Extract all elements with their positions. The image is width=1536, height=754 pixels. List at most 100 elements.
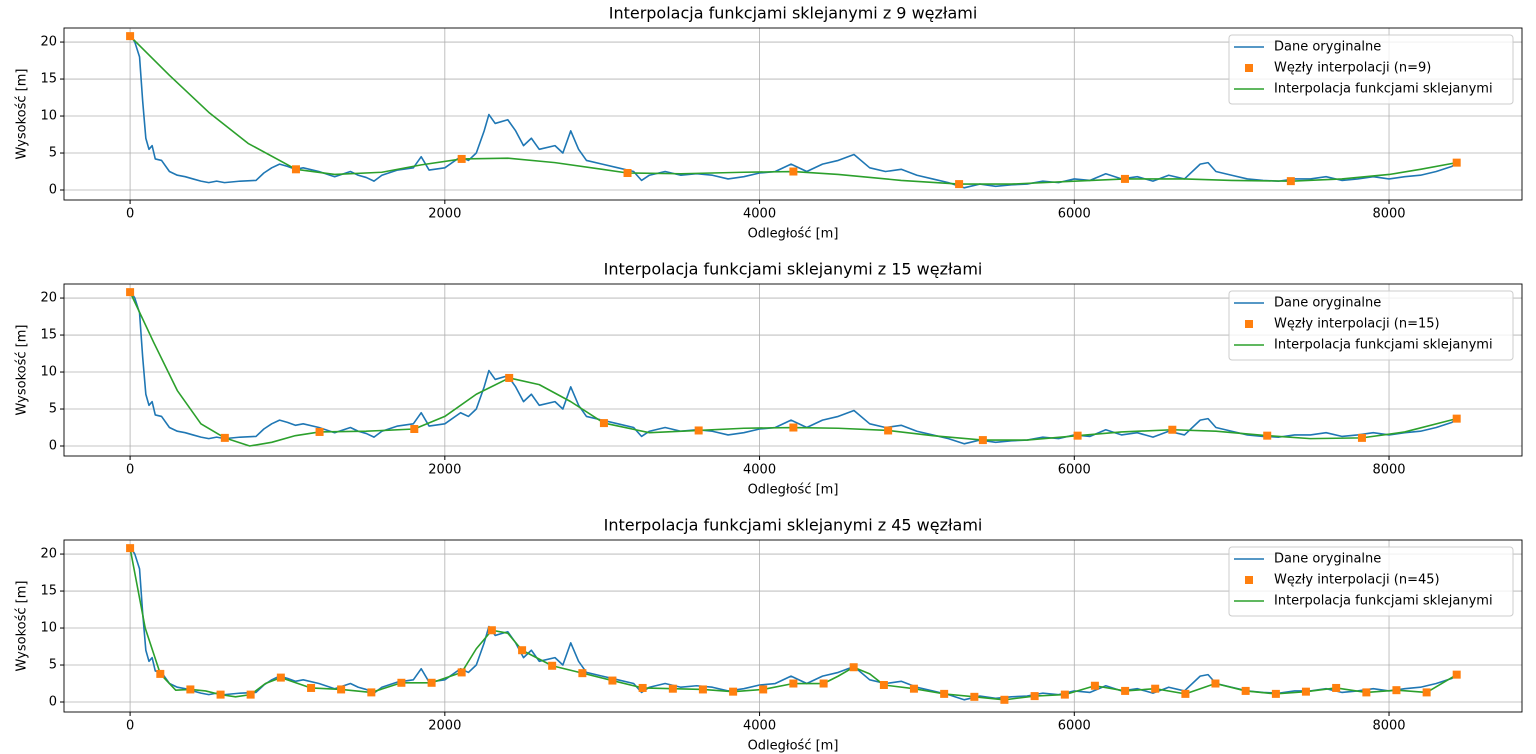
knot-marker	[849, 663, 858, 672]
legend-label: Dane oryginalne	[1274, 552, 1381, 567]
chart-title: Interpolacja funkcjami sklejanymi z 9 wę…	[609, 4, 978, 23]
y-tick-label: 20	[40, 547, 57, 562]
knot-marker	[126, 288, 135, 297]
knot-marker	[1030, 692, 1039, 701]
y-axis-label: Wysokość [m]	[15, 325, 30, 416]
axes-frame	[63, 283, 1523, 457]
knot-marker	[1452, 670, 1461, 679]
knot-marker	[789, 423, 798, 432]
series-line	[129, 547, 1458, 701]
y-tick-label: 15	[40, 584, 57, 599]
subplot: Interpolacja funkcjami sklejanymi z 45 w…	[15, 516, 1523, 754]
legend-label: Interpolacja funkcjami sklejanymi	[1274, 82, 1493, 97]
x-tick-label: 6000	[1058, 719, 1091, 734]
legend-swatch	[1245, 64, 1253, 72]
axes-frame	[63, 27, 1523, 201]
axes-frame	[63, 539, 1523, 713]
knot-marker	[518, 646, 527, 655]
x-axis-label: Odległość [m]	[748, 483, 839, 498]
knot-marker	[186, 685, 195, 694]
knot-marker	[126, 544, 135, 553]
knot-marker	[1301, 687, 1310, 696]
knot-marker	[1181, 689, 1190, 698]
series-line	[129, 290, 1458, 445]
knot-marker	[623, 168, 632, 177]
legend-label: Dane oryginalne	[1274, 296, 1381, 311]
x-tick-label: 0	[126, 719, 134, 734]
knot-marker	[505, 373, 514, 382]
knot-marker	[694, 426, 703, 435]
knot-marker	[126, 32, 135, 41]
chart-title: Interpolacja funkcjami sklejanymi z 45 w…	[604, 516, 983, 535]
y-tick-label: 20	[40, 35, 57, 50]
legend-label: Interpolacja funkcjami sklejanymi	[1274, 338, 1493, 353]
legend-box	[1228, 290, 1514, 361]
knot-marker	[1121, 686, 1130, 695]
knot-marker	[1073, 431, 1082, 440]
knot-marker	[156, 669, 165, 678]
y-tick-label: 5	[49, 146, 57, 161]
knot-marker	[367, 688, 376, 697]
knot-marker	[955, 180, 964, 189]
legend-box	[1228, 546, 1514, 617]
knot-marker	[1452, 158, 1461, 167]
knot-marker	[970, 692, 979, 701]
x-tick-label: 6000	[1058, 463, 1091, 478]
knot-marker	[246, 690, 255, 699]
knot-marker	[1151, 684, 1160, 693]
knot-marker	[599, 419, 608, 428]
y-tick-label: 5	[49, 402, 57, 417]
knot-marker	[884, 426, 893, 435]
x-tick-label: 8000	[1372, 207, 1405, 222]
knot-marker	[578, 669, 587, 678]
knot-marker	[1090, 681, 1099, 690]
x-tick-label: 4000	[743, 719, 776, 734]
x-tick-label: 2000	[428, 463, 461, 478]
knot-marker	[789, 167, 798, 176]
knot-marker	[608, 676, 617, 685]
series-line	[129, 546, 1458, 701]
legend-label: Węzły interpolacji (n=15)	[1274, 317, 1440, 332]
legend-label: Dane oryginalne	[1274, 40, 1381, 55]
series-line	[129, 35, 1457, 185]
knot-marker	[1211, 679, 1220, 688]
knot-marker	[307, 683, 316, 692]
y-tick-label: 0	[49, 439, 57, 454]
knot-marker	[1241, 686, 1250, 695]
x-tick-label: 2000	[428, 719, 461, 734]
legend-swatch	[1245, 576, 1253, 584]
knot-marker	[638, 683, 647, 692]
y-tick-label: 10	[40, 365, 57, 380]
x-tick-label: 4000	[743, 207, 776, 222]
knot-marker	[1357, 433, 1366, 442]
x-tick-label: 4000	[743, 463, 776, 478]
series-line	[129, 291, 1457, 447]
knot-marker	[337, 685, 346, 694]
chart-title: Interpolacja funkcjami sklejanymi z 15 w…	[604, 260, 983, 279]
knot-marker	[1060, 690, 1069, 699]
knot-marker	[1392, 686, 1401, 695]
y-tick-label: 10	[40, 621, 57, 636]
knot-marker	[1422, 688, 1431, 697]
plot-area	[129, 546, 1458, 701]
y-tick-label: 0	[49, 695, 57, 710]
knot-marker	[457, 154, 466, 163]
knot-marker	[397, 678, 406, 687]
knot-marker	[1286, 177, 1295, 186]
knot-marker	[1452, 414, 1461, 423]
knot-marker	[487, 626, 496, 635]
knot-marker	[220, 433, 229, 442]
legend-label: Węzły interpolacji (n=9)	[1274, 61, 1431, 76]
y-tick-label: 10	[40, 109, 57, 124]
knot-marker	[291, 165, 300, 174]
plot-area	[129, 34, 1458, 189]
knot-marker	[410, 424, 419, 433]
knot-marker	[698, 685, 707, 694]
legend-label: Interpolacja funkcjami sklejanymi	[1274, 594, 1493, 609]
knot-marker	[1332, 683, 1341, 692]
knot-marker	[276, 673, 285, 682]
x-tick-label: 8000	[1372, 463, 1405, 478]
knot-marker	[1362, 688, 1371, 697]
x-tick-label: 2000	[428, 207, 461, 222]
